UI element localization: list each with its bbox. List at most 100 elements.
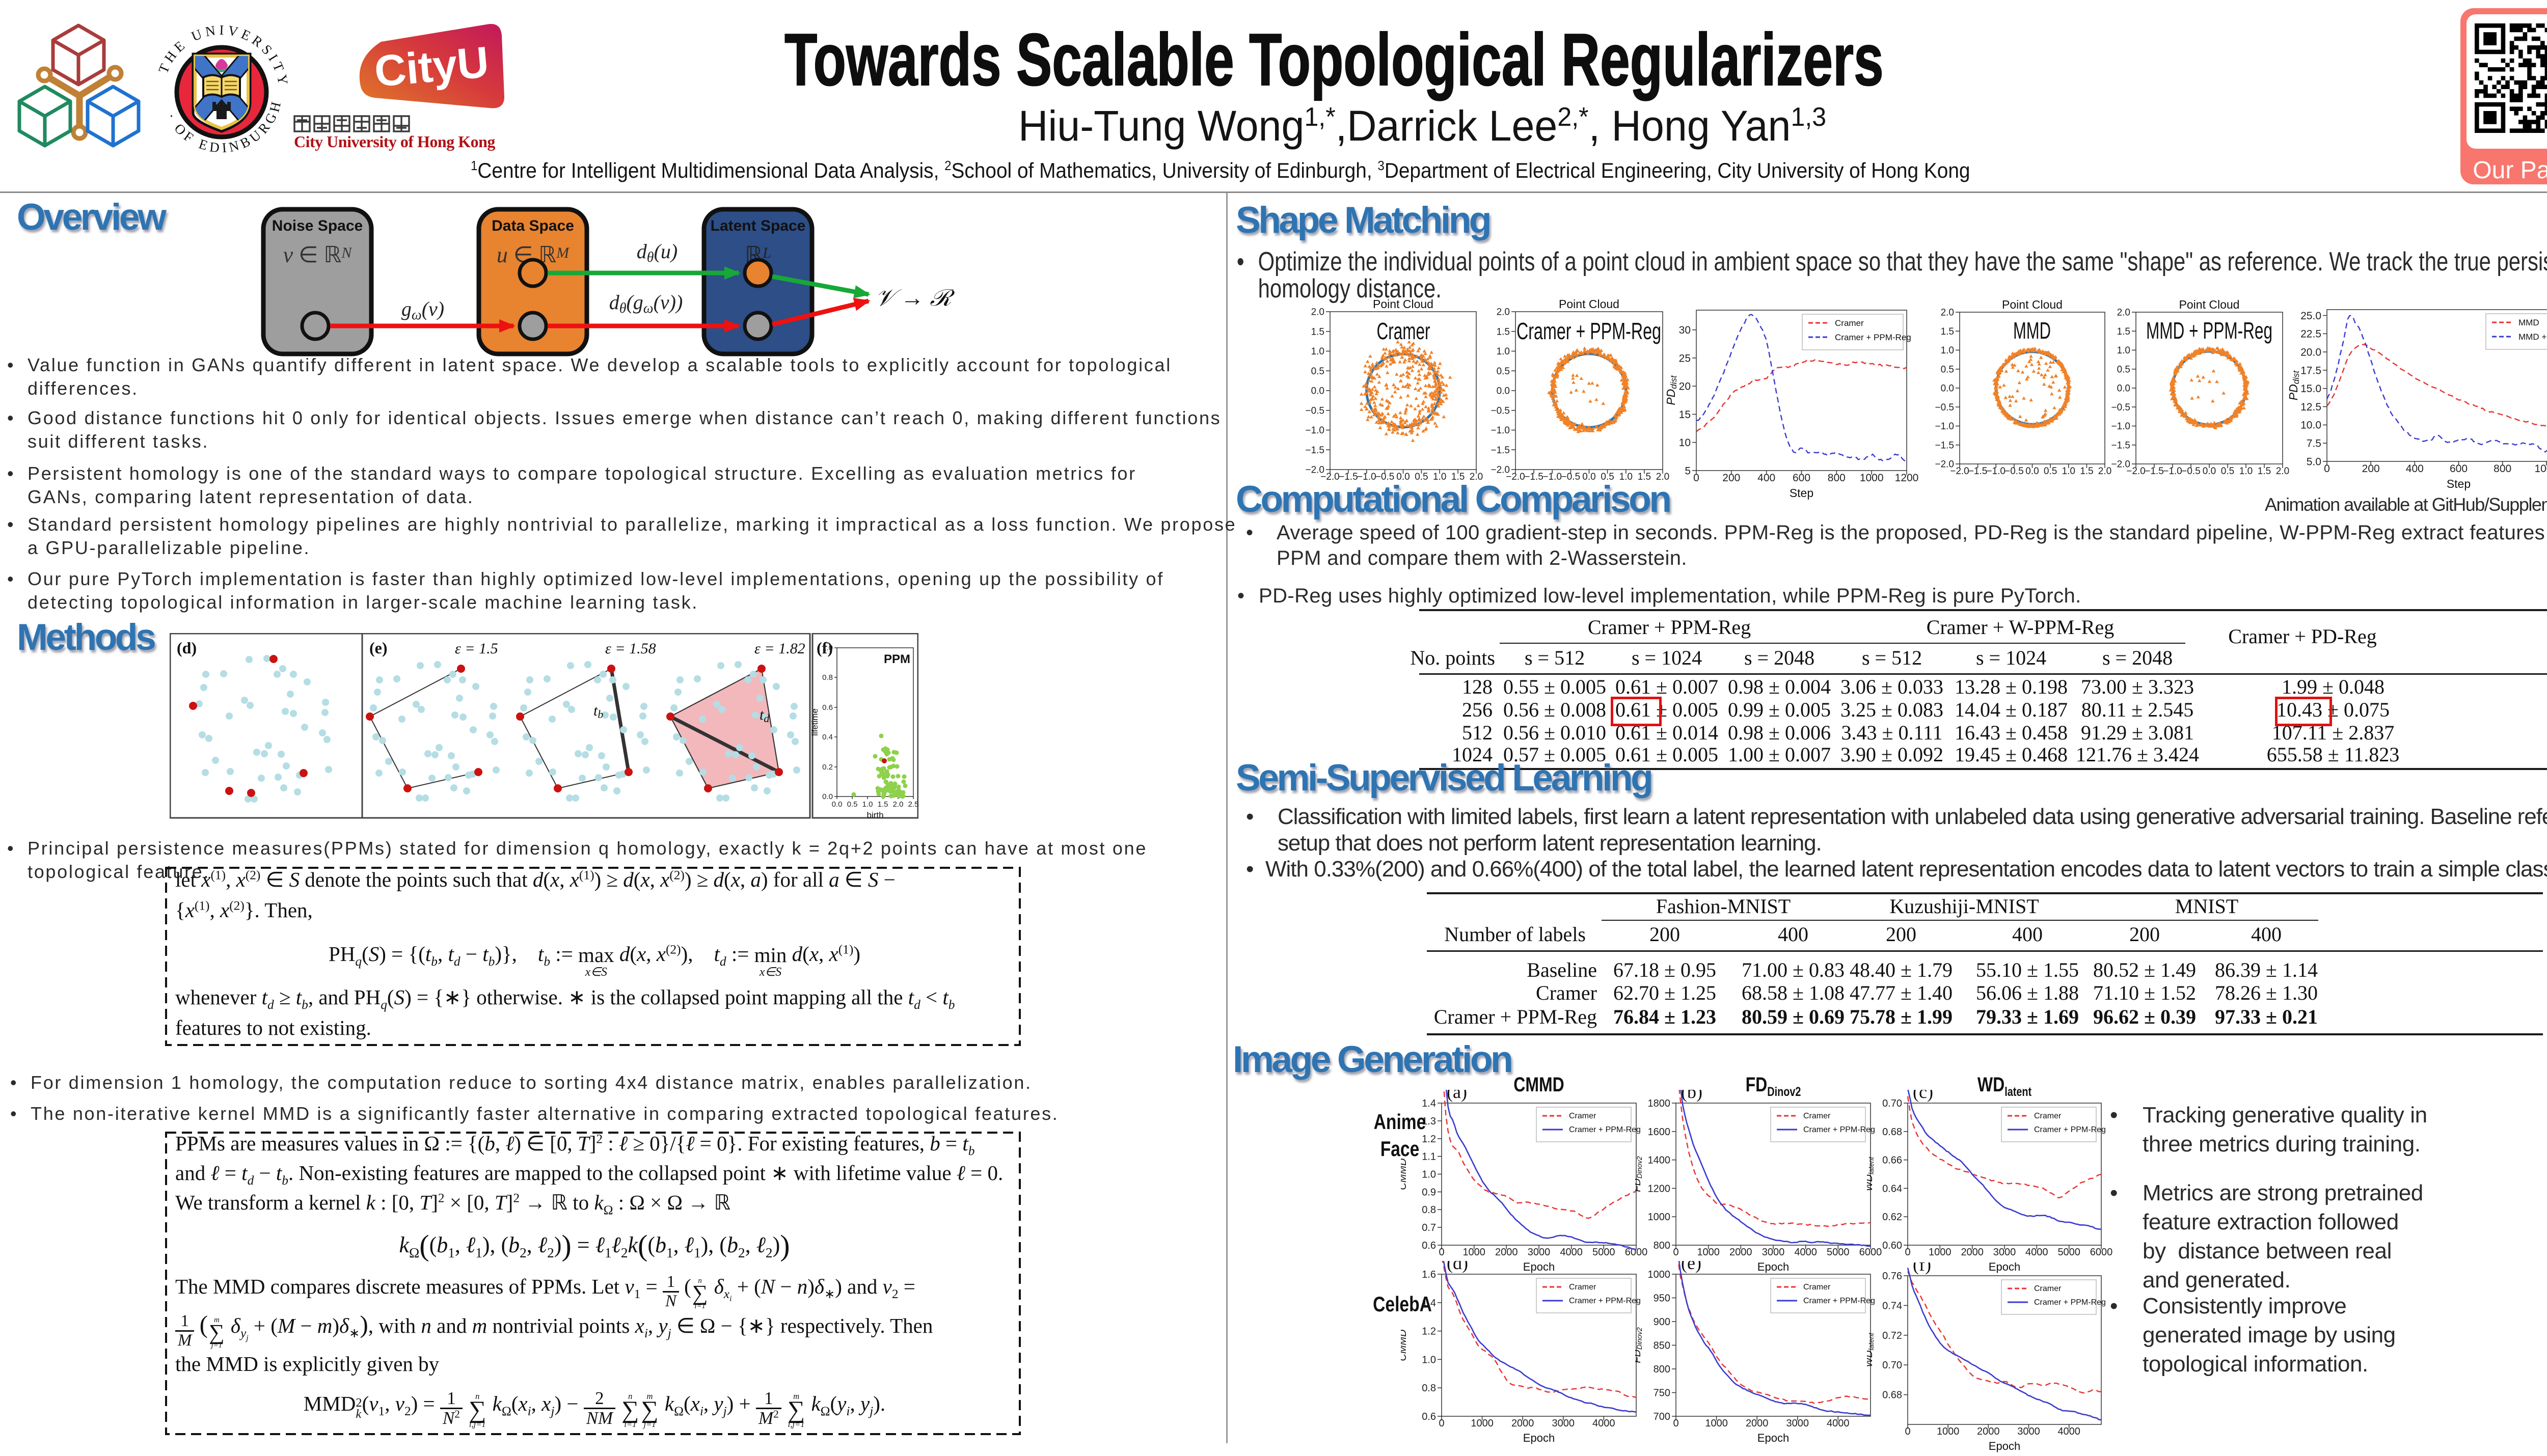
svg-text:1.5: 1.5 [1638,472,1651,482]
svg-text:−1.5: −1.5 [2111,440,2130,451]
svg-text:(b): (b) [1681,1090,1702,1102]
svg-text:Epoch: Epoch [1523,1432,1555,1444]
svg-text:Cramer: Cramer [1377,318,1430,344]
svg-text:PDdist: PDdist [1664,375,1678,405]
svg-text:2.0: 2.0 [2276,466,2289,477]
svg-text:0.2: 0.2 [822,763,833,772]
svg-text:2000: 2000 [1961,1247,1984,1258]
svg-text:2.5: 2.5 [908,800,919,809]
svg-text:CityU: CityU [372,38,491,96]
svg-text:dθ(u): dθ(u) [637,240,678,265]
svg-text:(d): (d) [1447,1261,1468,1273]
svg-text:4000: 4000 [1827,1418,1850,1429]
svg-text:5000: 5000 [1592,1247,1615,1258]
svg-text:2000: 2000 [1495,1247,1518,1258]
svg-text:1200: 1200 [1895,472,1919,484]
svg-text:(a): (a) [1447,1090,1467,1102]
svg-text:Epoch: Epoch [1989,1260,2020,1273]
svg-text:PDdist: PDdist [2287,370,2301,401]
svg-text:0.0: 0.0 [2203,466,2216,477]
svg-text:700: 700 [1654,1411,1670,1422]
svg-text:4000: 4000 [1794,1247,1817,1258]
svg-text:0.7: 0.7 [1422,1222,1436,1233]
svg-text:−1.5: −1.5 [1968,466,1988,477]
svg-text:0.8: 0.8 [1422,1383,1436,1394]
svg-text:CMMD: CMMD [1401,1329,1408,1361]
svg-text:ε = 1.58: ε = 1.58 [605,640,656,657]
svg-text:0.0: 0.0 [2025,466,2039,477]
svg-text:850: 850 [1654,1340,1670,1352]
svg-text:Cramer: Cramer [1569,1112,1596,1120]
svg-text:Data Space: Data Space [492,217,574,234]
svg-text:(d): (d) [177,639,197,657]
svg-text:0: 0 [1905,1247,1910,1258]
svg-text:1.0: 1.0 [1497,346,1510,357]
svg-text:−0.5: −0.5 [2111,402,2130,413]
svg-text:Cramer + PPM-Reg: Cramer + PPM-Reg [1569,1297,1641,1305]
svg-text:0.0: 0.0 [1396,472,1410,482]
svg-text:ε = 1.82: ε = 1.82 [754,640,805,657]
svg-text:0.5: 0.5 [2221,466,2234,477]
svg-text:−1.0: −1.0 [1305,425,1324,436]
svg-text:Epoch: Epoch [1757,1432,1789,1444]
svg-text:−1.0: −1.0 [1491,425,1510,436]
svg-text:0.9: 0.9 [1422,1187,1436,1198]
svg-text:−0.5: −0.5 [2004,466,2024,477]
svg-text:1.0: 1.0 [1941,345,1954,356]
svg-text:Epoch: Epoch [1989,1440,2020,1452]
svg-text:Epoch: Epoch [1523,1260,1555,1273]
svg-text:5000: 5000 [2057,1247,2080,1258]
svg-text:10: 10 [1679,437,1691,449]
svg-text:0.5: 0.5 [2117,364,2130,375]
svg-text:𝒱 → ℛ: 𝒱 → ℛ [875,285,955,311]
svg-text:Cramer + PPM-Reg: Cramer + PPM-Reg [1516,318,1661,344]
svg-text:Noise Space: Noise Space [272,217,363,234]
svg-text:2000: 2000 [1746,1418,1769,1429]
svg-text:0.62: 0.62 [1882,1212,1902,1223]
svg-text:2.0: 2.0 [1311,307,1324,318]
svg-text:(e): (e) [369,639,388,657]
svg-text:1000: 1000 [1929,1247,1952,1258]
svg-text:Cramer + PPM-Reg: Cramer + PPM-Reg [2034,1298,2106,1307]
svg-text:0: 0 [1439,1247,1444,1258]
svg-text:0.8: 0.8 [822,673,833,682]
svg-text:−0.5: −0.5 [1561,472,1581,482]
svg-text:0.0: 0.0 [1497,386,1510,397]
svg-text:td: td [760,706,770,725]
svg-text:2.0: 2.0 [2117,308,2130,318]
svg-text:PPM: PPM [884,652,910,666]
svg-text:1.0: 1.0 [822,644,833,652]
svg-text:0.5: 0.5 [1415,472,1428,482]
svg-text:0.74: 0.74 [1882,1300,1902,1311]
svg-text:FDDinov2: FDDinov2 [1635,1327,1643,1363]
svg-text:−2.0: −2.0 [2111,459,2130,470]
svg-text:1.0: 1.0 [2239,466,2253,477]
svg-text:(f): (f) [817,639,833,657]
svg-text:Cramer + PPM-Reg: Cramer + PPM-Reg [1803,1125,1875,1134]
svg-text:Point Cloud: Point Cloud [2179,298,2240,311]
svg-text:0: 0 [2324,463,2330,475]
svg-text:1.5: 1.5 [2117,326,2130,337]
svg-text:1600: 1600 [1648,1127,1671,1138]
svg-text:0.68: 0.68 [1882,1127,1902,1138]
svg-text:ε = 1.5: ε = 1.5 [455,640,498,657]
svg-text:2000: 2000 [1729,1247,1752,1258]
svg-text:2000: 2000 [1977,1426,2000,1437]
svg-text:(f): (f) [1913,1262,1931,1275]
svg-text:−1.0: −1.0 [1542,472,1562,482]
svg-text:1.0: 1.0 [1619,472,1633,482]
svg-text:0.0: 0.0 [822,792,833,801]
svg-text:4000: 4000 [1560,1247,1583,1258]
svg-text:Our Paper: Our Paper [2473,157,2547,184]
svg-text:Latent Space: Latent Space [711,217,806,234]
svg-text:0.70: 0.70 [1882,1360,1902,1371]
svg-text:Cramer: Cramer [2034,1284,2062,1293]
svg-text:−2.0: −2.0 [1935,459,1954,470]
svg-text:(c): (c) [1913,1090,1933,1102]
svg-text:20: 20 [1679,381,1691,393]
svg-text:5.0: 5.0 [2307,456,2321,468]
svg-text:0.0: 0.0 [1311,386,1324,397]
svg-text:1000: 1000 [1705,1418,1728,1429]
svg-text:2000: 2000 [1511,1418,1534,1429]
svg-text:3000: 3000 [1552,1418,1575,1429]
